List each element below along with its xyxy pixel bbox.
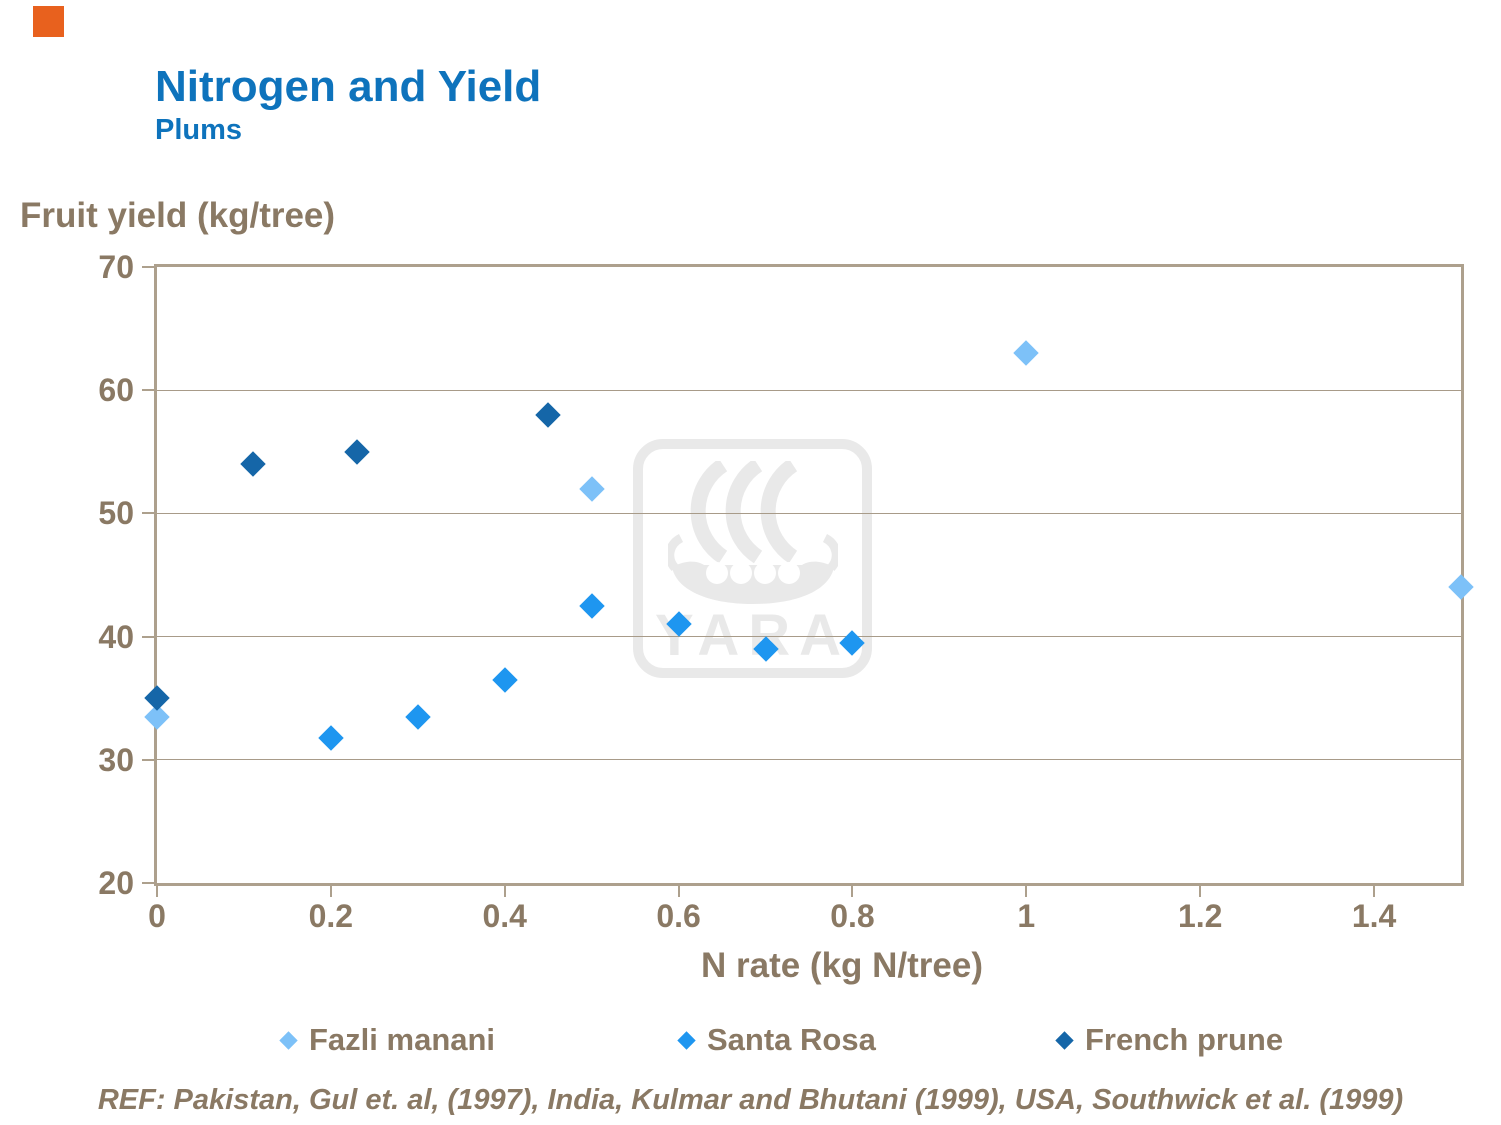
y-tick-label: 40	[98, 618, 134, 655]
data-point-fazli-manani	[578, 476, 605, 502]
data-point-santa-rosa	[578, 593, 605, 619]
y-tick-mark	[142, 882, 154, 884]
y-tick-label: 70	[98, 249, 134, 285]
x-tick-label: 1	[1017, 898, 1036, 934]
slide-title: Nitrogen and Yield	[155, 62, 542, 111]
x-tick-mark	[1025, 886, 1028, 897]
x-tick-mark	[1199, 886, 1202, 897]
y-tick-label: 60	[98, 372, 134, 409]
slide-subtitle: Plums	[155, 114, 243, 146]
x-tick-label: 1.2	[1177, 898, 1223, 934]
x-tick-mark	[156, 886, 158, 897]
plot-area: YARA	[144, 264, 1474, 886]
x-axis-title: N rate (kg N/tree)	[700, 946, 984, 985]
x-tick-label: 0.6	[656, 898, 701, 934]
viking-ship-icon	[667, 461, 838, 604]
data-point-fazli-manani	[1013, 340, 1040, 366]
y-tick-mark	[142, 635, 154, 638]
data-point-santa-rosa	[491, 666, 518, 693]
gridline	[157, 389, 1461, 391]
reference-text: REF: Pakistan, Gul et. al, (1997), India…	[97, 1084, 1404, 1116]
gridline	[157, 636, 1461, 638]
y-tick-label: 20	[98, 865, 134, 901]
data-point-santa-rosa	[405, 703, 431, 730]
x-tick-label: 0.4	[482, 898, 527, 934]
data-point-fazli-manani	[1448, 574, 1474, 601]
x-tick-mark	[1373, 886, 1376, 897]
x-tick-label: 0.2	[308, 898, 354, 934]
x-tick-mark	[503, 886, 506, 897]
watermark: YARA	[633, 439, 872, 678]
data-point-santa-rosa	[318, 724, 344, 751]
legend-item: French prune	[1055, 1020, 1284, 1060]
gridline	[157, 759, 1461, 761]
legend-item: Santa Rosa	[677, 1020, 876, 1060]
y-tick-mark	[142, 512, 154, 515]
x-tick-label: 0	[148, 898, 166, 934]
y-tick-mark	[142, 758, 154, 761]
data-point-french-prune	[535, 402, 561, 428]
x-tick-mark	[851, 886, 854, 897]
y-tick-label: 30	[98, 741, 134, 778]
x-tick-mark	[329, 886, 332, 897]
legend-item: Fazli manani	[279, 1020, 496, 1060]
y-tick-mark	[142, 266, 154, 268]
y-tick-label: 50	[98, 495, 134, 532]
legend-label: French prune	[1085, 1022, 1284, 1057]
legend-diamond-icon	[1055, 1030, 1074, 1050]
legend-label: Santa Rosa	[707, 1022, 876, 1057]
y-tick-mark	[142, 389, 154, 392]
watermark-text: YARA	[654, 603, 851, 668]
brand-accent-square-icon	[33, 6, 64, 37]
legend-label: Fazli manani	[309, 1022, 496, 1057]
x-tick-mark	[677, 886, 680, 897]
x-tick-label: 0.8	[830, 898, 875, 934]
data-point-french-prune	[344, 439, 370, 465]
legend-diamond-icon	[677, 1030, 696, 1050]
legend-diamond-icon	[279, 1030, 298, 1050]
x-tick-label: 1.4	[1351, 898, 1397, 934]
y-axis-title: Fruit yield (kg/tree)	[20, 196, 336, 235]
data-point-french-prune	[144, 685, 170, 711]
gridline	[157, 512, 1461, 514]
data-point-french-prune	[239, 451, 266, 477]
